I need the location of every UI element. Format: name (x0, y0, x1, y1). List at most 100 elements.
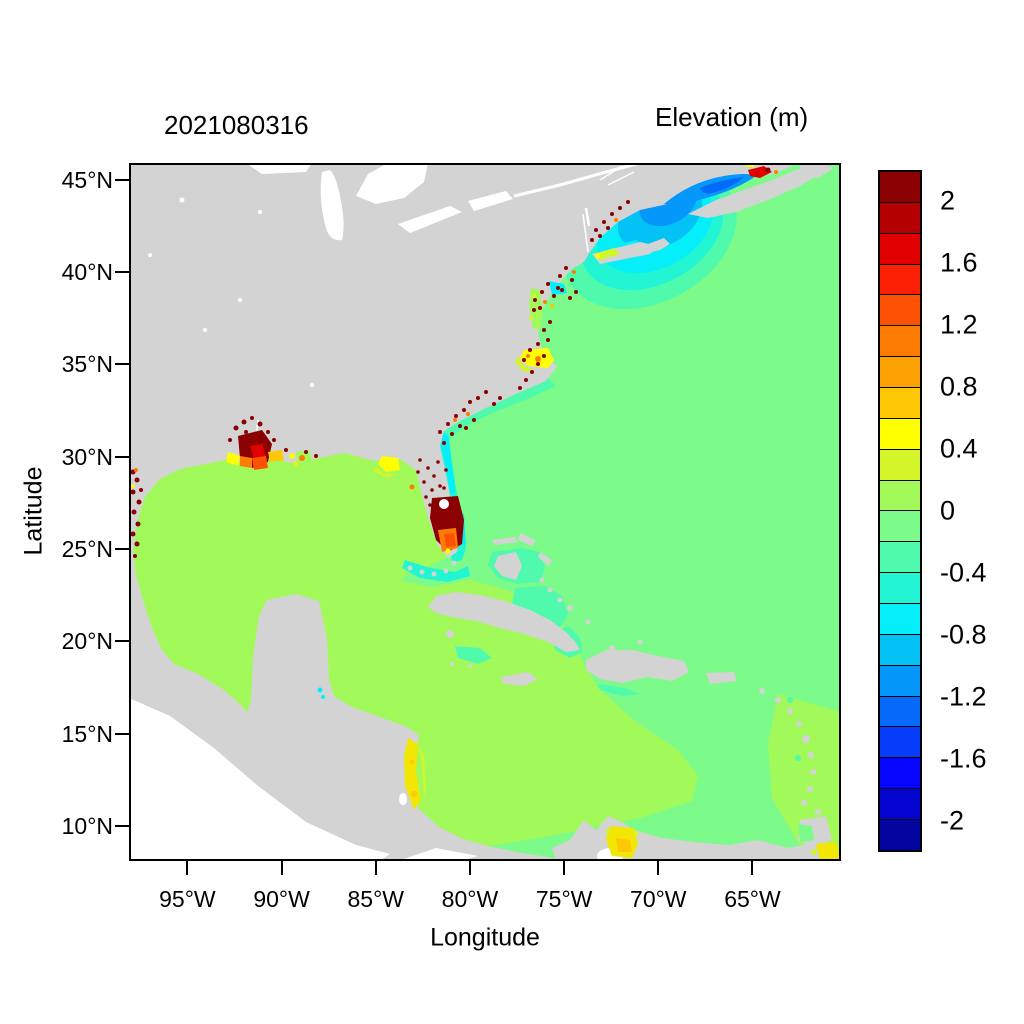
colorbar-cell (880, 201, 920, 233)
mask-pacific (129, 698, 390, 861)
islands (407, 238, 832, 848)
colorbar-cell (880, 572, 920, 604)
hudson-river (582, 213, 589, 253)
y-tick-mark (115, 270, 129, 273)
patch-fl-south-arc (402, 560, 470, 582)
lake-champlain (584, 207, 591, 227)
patch-cuba-south-teal (455, 646, 492, 664)
colorbar-cell (880, 664, 920, 696)
island-tobago (815, 809, 821, 815)
x-axis-title: Longitude (430, 923, 540, 952)
lake-nicaragua (399, 793, 407, 805)
y-tick-label: 45°N (61, 166, 113, 193)
colorbar-tick-label: 0 (940, 495, 956, 526)
island-cuba (428, 592, 580, 652)
x-tick-label: 85°W (347, 886, 405, 912)
belize-cyan-1 (317, 687, 323, 693)
plot-frame (129, 163, 841, 861)
y-tick-mark (115, 178, 129, 181)
surge-louisiana (226, 416, 284, 470)
surge-texas-speckles (130, 469, 143, 558)
colorbar-cell (880, 387, 920, 418)
y-tick-label: 20°N (61, 628, 113, 655)
colorbar-cell (880, 479, 920, 511)
map-canvas (129, 163, 841, 861)
lake-okeechobee (439, 499, 449, 509)
colorbar-cell (880, 633, 920, 665)
colorbar-cell (880, 510, 920, 542)
apalachee-yellow (378, 456, 400, 472)
x-tick-label: 75°W (535, 886, 593, 912)
y-axis-title: Latitude (19, 466, 48, 556)
y-tick-label: 15°N (61, 720, 113, 747)
x-tick-mark (374, 861, 377, 875)
colorbar-cell (880, 172, 920, 202)
patch-fl-east-cyan1 (441, 432, 456, 494)
island-juventud (446, 630, 454, 638)
land-north-america (129, 163, 798, 861)
patch-antilles-teal-1 (787, 697, 793, 703)
y-tick-mark (115, 547, 129, 550)
surge-south-florida (409, 458, 464, 554)
colorbar-cell (880, 325, 920, 357)
colorbar-cell (880, 788, 920, 820)
x-tick-mark (280, 861, 283, 875)
gulf-of-paria-green (798, 824, 814, 842)
colorbar-cell (880, 263, 920, 295)
colorbar: 2 1.6 1.2 0.8 0.4 0 -0.4 -0.8 -1.2 -1.6 -2 (878, 170, 987, 852)
st-lawrence-river (513, 163, 641, 198)
colorbar-cell (880, 541, 920, 573)
surge-east-coast-speckles (438, 200, 630, 445)
x-tick-label: 90°W (253, 886, 310, 912)
land-nova-scotia (688, 166, 824, 218)
colorbar-cells (878, 170, 922, 852)
lake-superior (246, 163, 312, 174)
colorbar-tick-label: 1.2 (940, 309, 978, 340)
datestamp-title: 2021080316 (164, 110, 309, 140)
colorbar-cell (880, 448, 920, 480)
patch-se-coast-band (434, 378, 556, 458)
colorbar-title: Elevation (m) (655, 102, 809, 132)
colorbar-tick-label: -2 (940, 805, 965, 836)
patch-hispaniola-south-teal (598, 684, 640, 696)
x-tick-mark (563, 861, 566, 875)
colorbar-tick-label: -1.6 (940, 743, 987, 774)
great-lakes (148, 163, 513, 387)
y-tick-mark (115, 824, 129, 827)
island-hispaniola (586, 650, 689, 683)
colorbar-cell (880, 294, 920, 326)
lake-ontario (468, 191, 513, 211)
colorbar-tick-label: -0.8 (940, 619, 987, 650)
land-cape-breton (800, 163, 834, 178)
colorbar-tick-label: 0.4 (940, 433, 978, 464)
colorbar-cell (880, 819, 920, 850)
colorbar-tick-label: 0.8 (940, 371, 978, 402)
y-tick-mark (115, 455, 129, 458)
x-tick-mark (468, 861, 471, 875)
colorbar-cell (880, 356, 920, 388)
colorbar-cell (880, 695, 920, 727)
belize-cyan-2 (321, 695, 325, 699)
colorbar-cell (880, 232, 920, 264)
x-tick-label: 80°W (441, 886, 499, 912)
colorbar-tick-label: -0.4 (940, 557, 987, 588)
x-tick-mark (186, 861, 189, 875)
surge-nicaragua-strip (404, 738, 426, 810)
x-tick-label: 95°W (159, 886, 216, 912)
island-puerto-rico (706, 672, 737, 684)
y-tick-mark (115, 732, 129, 735)
colorbar-tick-label: -1.2 (940, 681, 987, 712)
x-tick-label: 65°W (724, 886, 781, 912)
surge-gulf-of-venezuela (605, 826, 639, 858)
bay-chesapeake (529, 288, 543, 330)
rivers (255, 163, 641, 439)
colorbar-cell (880, 603, 920, 634)
x-tick-mark (657, 861, 660, 875)
x-tick-label: 70°W (630, 886, 687, 912)
y-tick-label: 10°N (61, 812, 113, 839)
colorbar-tick-label: 2 (940, 185, 956, 216)
colorbar-cell (880, 417, 920, 449)
y-tick-label: 40°N (61, 258, 113, 285)
island-andros (494, 552, 522, 580)
